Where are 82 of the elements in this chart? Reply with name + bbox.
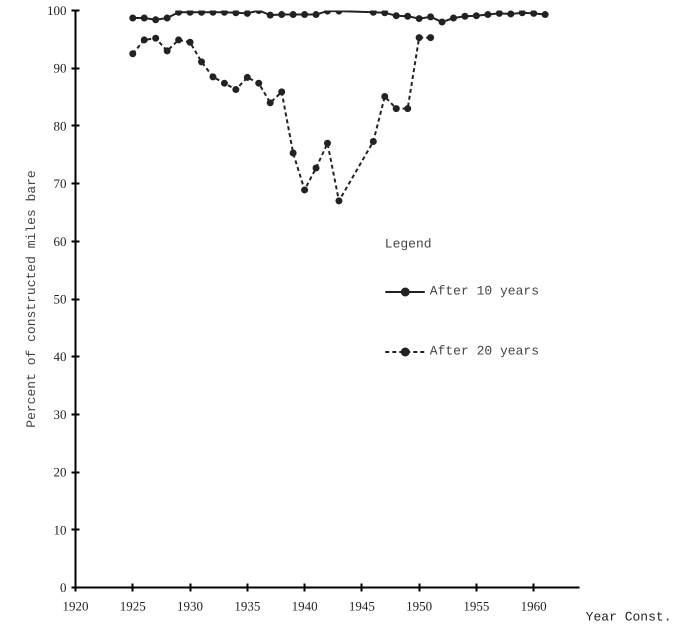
point	[301, 186, 308, 194]
point	[507, 10, 514, 18]
point	[164, 47, 171, 54]
y-tick-label: 70	[54, 176, 66, 192]
point	[220, 10, 228, 16]
x-tick-label: 1960	[520, 598, 547, 614]
point	[278, 88, 286, 96]
point	[404, 105, 412, 112]
x-tick-label: 1955	[463, 598, 490, 614]
point	[381, 10, 388, 16]
point	[175, 36, 182, 44]
point	[530, 10, 538, 17]
point	[266, 12, 274, 19]
y-tick-label: 10	[54, 522, 66, 538]
point	[496, 10, 503, 17]
y-tick-label: 60	[54, 234, 66, 249]
y-tick-label: 50	[54, 292, 66, 306]
point	[232, 10, 240, 16]
point	[129, 14, 136, 22]
x-tick-label: 1940	[292, 598, 318, 614]
point	[404, 12, 412, 20]
x-tick-label: 1945	[348, 598, 375, 614]
point	[450, 14, 457, 22]
y-tick-label: 100	[47, 3, 66, 18]
point	[278, 11, 286, 18]
legend-label: After 20 years	[430, 344, 539, 358]
x-tick-label: 1920	[62, 598, 88, 614]
point	[198, 58, 205, 66]
y-tick-label: 30	[54, 406, 66, 422]
point	[198, 10, 205, 16]
point	[209, 10, 216, 16]
y-tick-label: 40	[54, 349, 66, 364]
point	[392, 105, 400, 112]
x-tick-label: 1950	[406, 598, 432, 614]
point	[461, 12, 468, 20]
point	[472, 12, 480, 20]
point	[255, 80, 262, 87]
point	[392, 12, 400, 20]
legend-label: After 10 years	[430, 284, 539, 298]
point	[244, 10, 251, 17]
point	[140, 14, 148, 22]
point	[416, 15, 423, 22]
point	[381, 92, 388, 100]
point	[416, 34, 423, 42]
point	[175, 10, 182, 16]
point	[266, 99, 274, 106]
point	[152, 16, 160, 24]
point	[244, 74, 251, 81]
point	[427, 34, 434, 42]
point	[312, 164, 320, 172]
point	[542, 11, 549, 18]
y-tick-label: 0	[60, 580, 66, 595]
x-tick-label: 1930	[177, 598, 204, 614]
point	[335, 197, 342, 204]
point	[438, 18, 446, 26]
point	[186, 10, 194, 16]
x-axis-title: Year Const.	[586, 610, 672, 624]
point	[129, 50, 136, 58]
point	[220, 80, 228, 87]
point	[164, 14, 171, 22]
point	[518, 10, 526, 16]
x-tick-label: 1925	[120, 598, 146, 614]
point	[140, 36, 148, 44]
point	[484, 11, 492, 18]
point	[290, 150, 297, 157]
point	[324, 140, 331, 147]
x-tick-label: 1935	[234, 598, 260, 614]
y-tick-label: 80	[54, 118, 66, 134]
point	[370, 10, 377, 16]
point	[290, 11, 297, 18]
y-axis-title: Percent of constructed miles bare	[24, 170, 39, 428]
point	[232, 86, 240, 94]
point	[152, 34, 160, 42]
y-tick-label: 90	[54, 60, 66, 76]
point	[427, 13, 434, 20]
point	[312, 11, 320, 18]
point	[301, 11, 308, 18]
legend-title: Legend	[384, 236, 433, 251]
point	[370, 138, 377, 145]
y-tick-label: 20	[54, 464, 66, 480]
point	[209, 73, 216, 80]
point	[186, 38, 194, 46]
